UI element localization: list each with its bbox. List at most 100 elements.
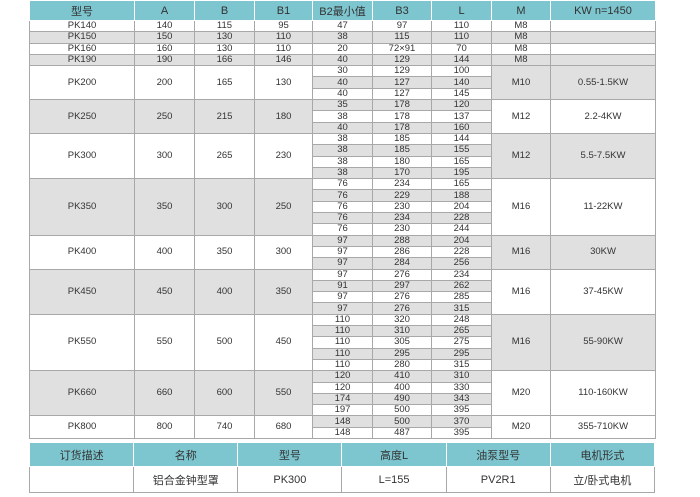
a-cell: 250 xyxy=(134,99,195,134)
order-header: 油泵型号 xyxy=(445,442,551,467)
a-cell: 150 xyxy=(134,31,195,44)
model-cell: PK450 xyxy=(29,268,135,315)
kw-cell xyxy=(550,42,656,55)
table-row: 76 229 188 xyxy=(30,189,656,202)
l-cell: 244 xyxy=(431,223,492,236)
column-header: A xyxy=(134,0,195,21)
kw-cell xyxy=(550,19,656,33)
model-cell: PK400 xyxy=(29,234,135,270)
l-cell: 310 xyxy=(431,370,492,383)
b1-cell: 680 xyxy=(254,415,313,439)
b1-cell: 230 xyxy=(254,132,313,180)
column-header: 型号 xyxy=(29,0,135,21)
b2-cell: 35 xyxy=(312,99,373,112)
table-row: PK200 200 165 130 30 129 100 M10 0.55-1.5KW xyxy=(29,65,656,101)
column-header: B3 xyxy=(372,0,432,21)
kw-cell: 0.55-1.5KW xyxy=(550,65,656,101)
table-row: PK160 160 130 110 20 72×91 70 M8 xyxy=(29,42,656,55)
b3-cell: 320 xyxy=(372,313,432,327)
m-cell: M12 xyxy=(491,132,551,180)
table-row: PK300 300 265 230 38 185 144 M12 5.5-7.5KW xyxy=(29,132,656,180)
b3-cell: 229 xyxy=(372,189,432,202)
b-cell: 215 xyxy=(194,99,255,134)
table-row: 40 178 160 xyxy=(30,121,656,134)
a-cell: 160 xyxy=(134,42,195,55)
kw-cell: 355-710KW xyxy=(550,415,656,439)
model-cell: PK350 xyxy=(29,178,135,236)
column-header: B2最小值 xyxy=(312,0,373,21)
m-cell: M10 xyxy=(491,65,551,101)
table-row: PK250 250 215 180 35 178 120 M12 2.2-4KW xyxy=(29,99,656,134)
b2-cell: 148 xyxy=(312,415,373,428)
b2-cell: 110 xyxy=(312,347,373,360)
table-row: PK350 350 300 250 76 234 165 M16 11-22KW xyxy=(29,178,656,236)
l-cell: 120 xyxy=(431,99,492,112)
b2-cell: 97 xyxy=(312,302,373,315)
b2-cell: 47 xyxy=(312,19,373,33)
l-cell: 395 xyxy=(431,426,492,439)
b2-cell: 197 xyxy=(312,404,373,417)
b3-cell: 276 xyxy=(372,302,432,315)
b3-cell: 500 xyxy=(372,415,432,428)
b2-cell: 38 xyxy=(312,166,373,180)
model-cell: PK300 xyxy=(29,132,135,180)
b1-cell: 130 xyxy=(254,65,313,101)
b-cell: 350 xyxy=(194,234,255,270)
l-cell: 137 xyxy=(431,110,492,123)
b2-cell: 110 xyxy=(312,313,373,327)
l-cell: 144 xyxy=(431,53,492,67)
b2-cell: 30 xyxy=(312,65,373,78)
l-cell: 228 xyxy=(431,212,492,225)
table-row: 76 234 228 xyxy=(30,212,656,225)
b2-cell: 110 xyxy=(312,325,373,338)
m-cell: M16 xyxy=(491,268,551,315)
m-cell: M16 xyxy=(491,178,551,236)
kw-cell: 2.2-4KW xyxy=(550,99,656,134)
l-cell: 195 xyxy=(431,166,492,180)
b3-cell: 129 xyxy=(372,65,432,78)
b1-cell: 110 xyxy=(254,42,313,55)
table-row: 197 500 395 xyxy=(30,404,656,417)
b3-cell: 178 xyxy=(372,121,432,134)
table-row: 97 284 256 xyxy=(30,257,656,270)
table-row: 97 276 285 xyxy=(30,291,656,304)
b1-cell: 180 xyxy=(254,99,313,134)
l-cell: 165 xyxy=(431,178,492,191)
table-row: 76 230 204 xyxy=(30,200,656,214)
b2-cell: 20 xyxy=(312,42,373,55)
b3-cell: 295 xyxy=(372,347,432,360)
b3-cell: 280 xyxy=(372,358,432,372)
table-row: 120 400 330 xyxy=(30,381,656,394)
l-cell: 370 xyxy=(431,415,492,428)
b2-cell: 110 xyxy=(312,336,373,349)
kw-cell: 37-45KW xyxy=(550,268,656,315)
l-cell: 110 xyxy=(431,31,492,44)
order-cell: 铝合金钟型罩 xyxy=(133,466,239,493)
kw-cell: 110-160KW xyxy=(550,370,656,417)
l-cell: 70 xyxy=(431,42,492,55)
table-row: 110 295 295 xyxy=(30,347,656,360)
l-cell: 144 xyxy=(431,132,492,146)
b2-cell: 40 xyxy=(312,53,373,67)
column-header: KW n=1450 xyxy=(550,0,656,21)
order-header: 型号 xyxy=(237,442,343,467)
b3-cell: 234 xyxy=(372,178,432,191)
m-cell: M16 xyxy=(491,234,551,270)
order-cell: PV2R1 xyxy=(445,466,551,493)
a-cell: 550 xyxy=(134,313,195,372)
l-cell: 315 xyxy=(431,358,492,372)
a-cell: 300 xyxy=(134,132,195,180)
l-cell: 275 xyxy=(431,336,492,349)
a-cell: 190 xyxy=(134,53,195,67)
a-cell: 140 xyxy=(134,19,195,33)
b3-cell: 185 xyxy=(372,132,432,146)
model-cell: PK140 xyxy=(29,19,135,33)
b2-cell: 97 xyxy=(312,234,373,247)
b3-cell: 230 xyxy=(372,223,432,236)
b3-cell: 284 xyxy=(372,257,432,270)
b2-cell: 120 xyxy=(312,370,373,383)
b2-cell: 148 xyxy=(312,426,373,439)
kw-cell: 11-22KW xyxy=(550,178,656,236)
table-row: PK400 400 350 300 97 288 204 M16 30KW xyxy=(29,234,656,270)
a-cell: 800 xyxy=(134,415,195,439)
